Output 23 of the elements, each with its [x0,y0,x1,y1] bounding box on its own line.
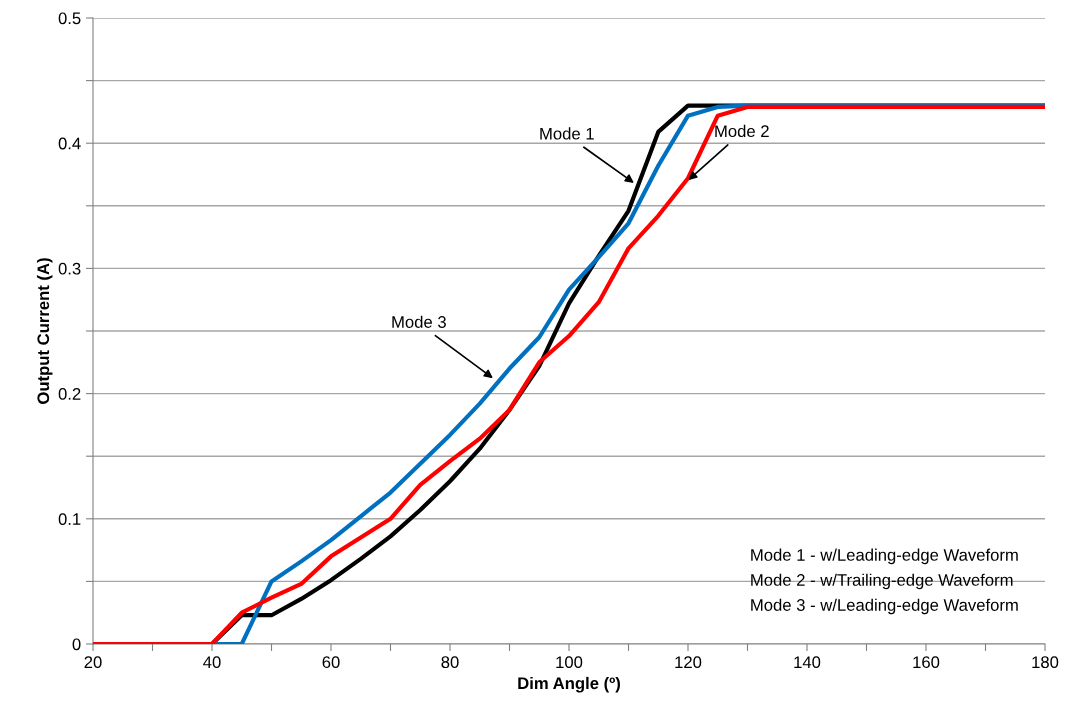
annotation: Mode 2 - w/Trailing-edge Waveform [751,573,1013,590]
y-tick-label: 0.1 [58,513,81,525]
annotation: Mode 1 - w/Leading-edge Waveform [751,548,1018,565]
y-axis-title: Output Current (A) [36,258,53,404]
x-tick-label: 160 [913,656,940,669]
x-tick-label: 120 [675,656,702,669]
x-tick-label: 180 [1032,656,1059,669]
y-tick-label: 0.4 [58,137,81,150]
x-tick-label: 100 [556,656,583,669]
annotation: Mode 1 [540,127,594,140]
y-tick-label: 0.3 [58,262,81,275]
annotation: Mode 3 [392,315,446,328]
annotation: Mode 3 - w/Leading-edge Waveform [751,598,1018,615]
y-tick-label: 0.2 [58,388,81,400]
x-tick-label: 80 [441,656,459,669]
x-tick-label: 20 [84,656,102,669]
annotation: Mode 2 [715,124,769,138]
y-tick-label: 0 [72,638,81,651]
x-tick-label: 60 [322,656,340,669]
y-tick-label: 0.5 [58,12,81,25]
x-tick-label: 40 [203,656,221,669]
x-tick-label: 140 [794,656,821,669]
x-axis-title: Dim Angle (º) [518,676,620,693]
